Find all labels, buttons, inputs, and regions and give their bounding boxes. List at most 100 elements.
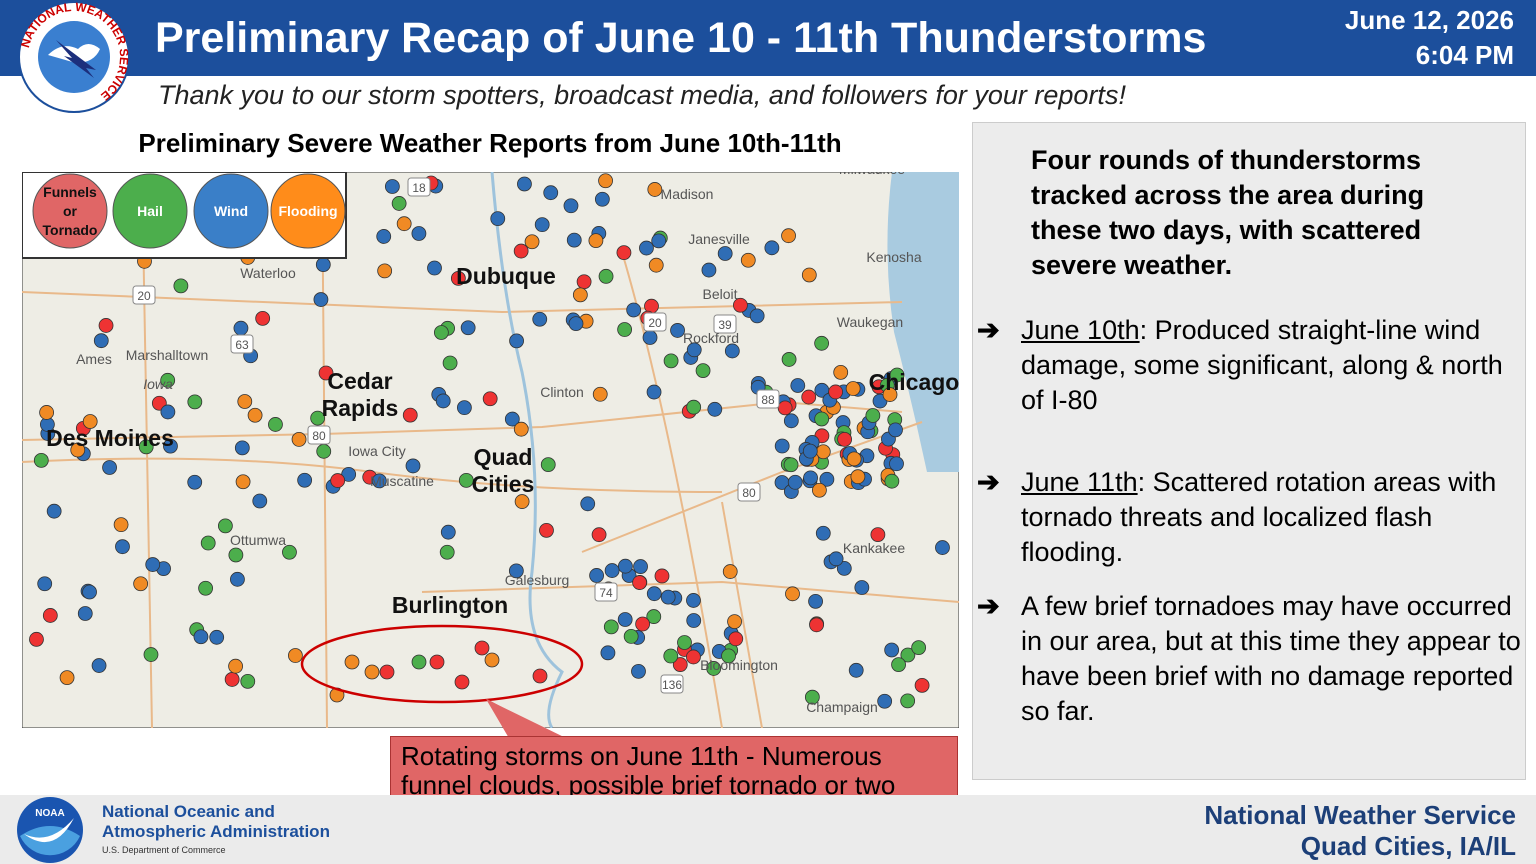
report-dot (616, 245, 632, 261)
report-dot (740, 252, 756, 268)
report-dot (458, 472, 474, 488)
report-dot (833, 364, 849, 380)
highlight-ellipse (300, 624, 584, 704)
report-dot (603, 619, 619, 635)
place-label: Rockford (683, 330, 739, 346)
report-dot (592, 386, 608, 402)
report-dot (648, 257, 664, 273)
report-dot (209, 629, 225, 645)
bullet-arrow: ➔ (977, 591, 1000, 621)
report-dot (568, 316, 584, 332)
legend-label: Funnels or Tornado (43, 184, 98, 238)
report-dot (686, 399, 702, 415)
report-dot (450, 270, 466, 286)
report-dot (617, 612, 633, 627)
report-dot (588, 233, 604, 249)
report-dot (781, 352, 797, 367)
report-dot (235, 474, 251, 490)
report-dot (427, 260, 442, 276)
report-dot (384, 179, 400, 194)
report-dot (247, 407, 263, 423)
report-dot (433, 325, 449, 340)
report-dot (632, 575, 647, 590)
report-dot (198, 580, 214, 596)
report-dot (234, 440, 250, 456)
report-dot (706, 661, 722, 676)
report-dot (39, 405, 55, 420)
report-dot (814, 411, 830, 427)
report-dot (785, 586, 800, 602)
title: Preliminary Recap of June 10 - 11th Thun… (155, 14, 1207, 62)
report-dot (787, 474, 803, 490)
report-dot (804, 689, 820, 705)
report-dot (37, 576, 53, 592)
report-dot (783, 457, 799, 473)
report-dot (371, 473, 387, 489)
report-dot (846, 451, 862, 467)
report-dot (884, 642, 900, 658)
report-dot (717, 246, 733, 261)
place-label: Bloomington (700, 657, 778, 673)
report-dot (396, 216, 412, 232)
report-dot (701, 262, 717, 278)
report-dot (456, 400, 472, 416)
legend-swatch (112, 173, 188, 249)
place-label: Waterloo (240, 265, 296, 281)
legend-label: Flooding (278, 203, 337, 219)
report-dot (563, 198, 579, 214)
report-dot (145, 557, 161, 572)
report-dot (889, 367, 905, 383)
report-dot (440, 524, 456, 540)
report-dot (98, 318, 114, 333)
report-dot (865, 408, 881, 423)
road-shield (713, 314, 737, 334)
road-label: 74 (599, 586, 613, 600)
report-dot (707, 401, 723, 417)
road-label: 18 (412, 181, 426, 195)
report-dot (777, 400, 793, 416)
report-dot (623, 628, 639, 644)
report-dot (29, 631, 44, 647)
bullet: ➔ A few brief tornadoes may have occurred… (977, 589, 1521, 729)
report-dot (781, 228, 796, 244)
road-shield (307, 425, 331, 445)
report-dot (848, 662, 864, 678)
report-dot (591, 527, 607, 543)
report-dot (460, 320, 476, 336)
report-dot (532, 311, 548, 327)
place-label: Ottumwa (230, 532, 286, 548)
report-dot (187, 474, 203, 490)
report-dot (801, 267, 817, 283)
report-dot (727, 614, 742, 629)
report-dot (160, 372, 176, 388)
report-dot (508, 563, 524, 579)
road-shield (407, 177, 431, 197)
report-dot (330, 473, 346, 488)
report-dot (837, 431, 853, 447)
report-dot (814, 335, 830, 351)
report-dot (774, 438, 790, 454)
road-label: 20 (137, 289, 151, 303)
report-dot (255, 310, 271, 326)
report-dot (46, 503, 62, 519)
report-dot (663, 353, 679, 369)
report-dot (509, 333, 524, 349)
report-dot (268, 417, 283, 432)
place-label: Muscatine (370, 473, 434, 489)
nws-logo: NATIONAL WEATHER SERVICE (18, 0, 131, 113)
report-dot (686, 613, 702, 628)
report-dot (318, 365, 334, 381)
bullet-text: A few brief tornadoes may have occurred … (1021, 591, 1521, 726)
legend-label: Hail (137, 203, 163, 219)
place-label: Clinton (540, 384, 584, 400)
report-dot (282, 544, 297, 560)
city-label: Chicago (869, 369, 959, 395)
road-shield (230, 334, 254, 354)
report-dot (733, 297, 748, 313)
report-dot (377, 263, 393, 279)
place-label: Madison (661, 186, 714, 202)
place-label: Champaign (806, 699, 878, 715)
report-dot (115, 539, 130, 555)
report-dot (809, 617, 824, 633)
report-dot (617, 322, 633, 337)
